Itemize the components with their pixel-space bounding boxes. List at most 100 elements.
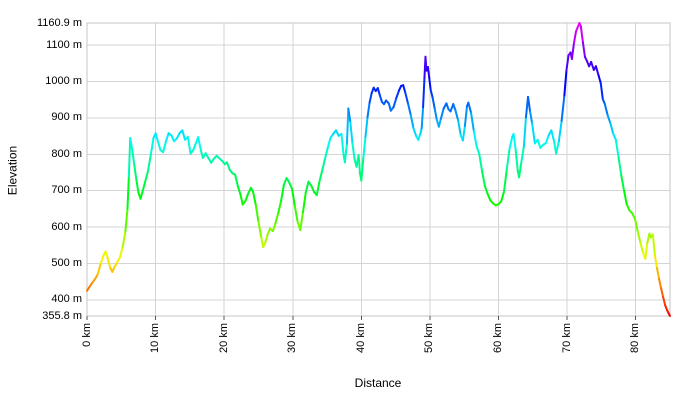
elevation-track-segment [264, 234, 269, 244]
elevation-track-segment [291, 187, 296, 208]
elevation-track-segment [360, 156, 365, 182]
elevation-track-segment [154, 132, 159, 142]
y-tick-label: 700 m [51, 184, 82, 197]
elevation-track-segment [345, 107, 350, 145]
elevation-track-segment [254, 203, 260, 223]
elevation-track-segment [321, 157, 327, 172]
elevation-track-segment [197, 136, 202, 151]
x-tick-label: 20 km [217, 323, 230, 353]
elevation-track-segment [536, 138, 542, 149]
elevation-track-segment [340, 132, 345, 156]
elevation-track-segment [570, 41, 575, 60]
elevation-track-segment [239, 194, 244, 206]
elevation-track-segment [557, 119, 563, 143]
elevation-track-segment [579, 25, 584, 44]
elevation-track-segment [162, 140, 167, 154]
elevation-track-segment [478, 153, 484, 173]
elevation-track-segment [351, 142, 356, 160]
elevation-track-segment [412, 127, 418, 138]
elevation-track-segment [293, 205, 299, 223]
elevation-track-segment [522, 116, 527, 148]
elevation-track-segment [597, 74, 602, 85]
elevation-track-segment [655, 266, 661, 280]
elevation-track-segment [457, 119, 462, 137]
elevation-track-segment [470, 111, 475, 133]
elevation-track-segment [560, 94, 566, 122]
elevation-track-segment [431, 96, 436, 110]
elevation-track-segment [644, 241, 649, 260]
elevation-track-segment [310, 184, 316, 193]
elevation-track-segment [225, 161, 231, 171]
elevation-track-segment [304, 180, 310, 194]
elevation-track-segment [426, 65, 431, 79]
elevation-track-segment [362, 135, 367, 159]
elevation-track-segment [288, 181, 294, 190]
elevation-track-segment [378, 94, 383, 103]
elevation-track-segment [257, 220, 263, 239]
elevation-track-segment [651, 233, 656, 257]
elevation-track-segment [463, 105, 468, 127]
elevation-track-segment [544, 134, 550, 145]
elevation-track-segment [357, 154, 361, 175]
y-tick-label: 600 m [51, 220, 82, 233]
elevation-track-segment [409, 114, 415, 130]
elevation-track-segment [550, 129, 556, 143]
elevation-track-segment [452, 103, 457, 111]
elevation-track-segment [660, 287, 665, 299]
elevation-track-segment [486, 192, 492, 202]
elevation-track-segment [461, 124, 466, 142]
elevation-track-segment [126, 175, 130, 210]
elevation-track-segment [417, 132, 422, 141]
elevation-track-segment [192, 141, 198, 151]
elevation-track-segment [406, 102, 412, 117]
x-tick-label: 30 km [286, 323, 299, 353]
elevation-track-segment [106, 256, 112, 269]
y-tick-label: 355.8 m [42, 309, 82, 322]
elevation-track-segment [131, 148, 136, 167]
elevation-track-segment [514, 148, 519, 172]
x-tick-label: 70 km [560, 323, 573, 353]
elevation-track-segment [518, 162, 523, 179]
elevation-track-segment [439, 107, 445, 120]
elevation-track-segment [324, 146, 329, 160]
elevation-track-segment [481, 170, 486, 187]
y-tick-label: 1000 m [45, 75, 82, 88]
elevation-track-segment [503, 168, 508, 193]
elevation-track-segment [437, 117, 442, 128]
elevation-track-segment [124, 207, 129, 233]
elevation-track-segment [277, 199, 283, 214]
elevation-track-segment [555, 140, 560, 155]
elevation-track-segment [144, 169, 150, 183]
plot-border [86, 22, 671, 317]
elevation-track-segment [141, 180, 147, 193]
elevation-track-segment [274, 211, 280, 224]
elevation-track-segment [280, 183, 285, 202]
elevation-track-segment [343, 142, 348, 164]
elevation-track-segment [612, 132, 617, 141]
elevation-track-segment [623, 189, 628, 206]
elevation-track-segment [149, 136, 155, 157]
elevation-track-segment [318, 169, 324, 183]
elevation-track-segment [376, 87, 381, 97]
elevation-track-segment [653, 254, 658, 269]
y-tick-label: 1160.9 m [36, 16, 82, 29]
elevation-track-segment [366, 101, 371, 119]
elevation-track-segment [271, 221, 277, 233]
elevation-track-segment [667, 312, 671, 317]
elevation-track-segment [581, 41, 586, 58]
elevation-track-segment [590, 60, 595, 71]
elevation-track-segment [428, 76, 432, 91]
y-tick-label: 500 m [51, 257, 82, 270]
elevation-track-segment [135, 178, 140, 194]
elevation-track-segment [636, 230, 642, 245]
elevation-track-segment [121, 230, 127, 249]
x-tick-label: 0 km [80, 323, 93, 347]
elevation-track-segment [603, 103, 609, 117]
elevation-track-segment [614, 138, 620, 159]
y-tick-label: 900 m [51, 111, 82, 124]
elevation-track-segment [147, 154, 152, 172]
elevation-track-segment [139, 190, 144, 200]
elevation-track-segment [563, 69, 568, 97]
